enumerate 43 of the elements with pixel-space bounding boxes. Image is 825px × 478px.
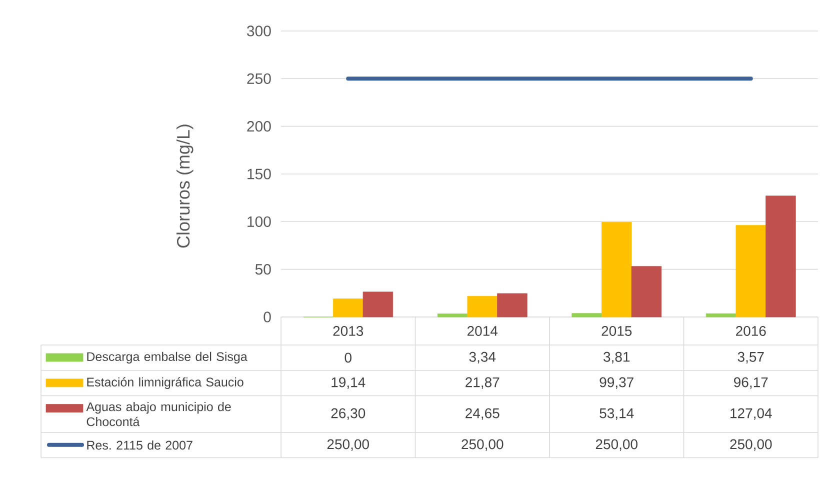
data-label: 3,57 (738, 352, 764, 364)
bar (631, 266, 662, 318)
legend-label: Aguas abajo municipio de Chocontá (86, 402, 231, 426)
bar (736, 225, 766, 318)
bar (497, 293, 528, 318)
data-label: 21,87 (466, 377, 500, 389)
bar (572, 313, 602, 318)
data-label: 3,81 (604, 352, 630, 364)
y-tick-label: 200 (247, 121, 271, 132)
x-tick-label: 2013 (333, 326, 364, 336)
y-tick-label: 300 (247, 26, 271, 36)
data-label: 26,30 (331, 408, 366, 420)
bar (706, 313, 736, 318)
data-label: 250,00 (596, 439, 638, 451)
data-label: 53,14 (600, 408, 634, 420)
y-tick-label: 0 (264, 312, 271, 322)
legend-label: Estación limnigráfica Saucio (87, 377, 244, 389)
legend-label: Res. 2115 de 2007 (87, 440, 192, 450)
y-tick-label: 50 (255, 264, 271, 275)
data-label: 127,04 (730, 408, 772, 420)
bar (437, 314, 468, 318)
y-tick-label: 250 (247, 73, 271, 84)
legend-label: Descarga embalse del Sisga (87, 352, 248, 364)
bar (467, 296, 498, 318)
y-tick-label: 100 (248, 216, 271, 227)
y-tick-label: 150 (248, 168, 271, 180)
x-tick-label: 2015 (602, 326, 632, 336)
bar (333, 298, 364, 318)
bar (766, 196, 796, 318)
data-label: 99,37 (600, 377, 634, 389)
data-label: 19,14 (332, 377, 366, 389)
data-label: 3,34 (469, 352, 496, 364)
data-label: 24,65 (466, 408, 500, 420)
data-label: 250,00 (327, 439, 369, 451)
bar (602, 222, 632, 318)
data-label: 250,00 (462, 439, 504, 451)
x-tick-label: 2014 (468, 326, 498, 336)
x-tick-label: 2016 (736, 326, 766, 336)
data-label: 0 (344, 352, 352, 363)
data-label: 96,17 (734, 377, 768, 389)
y-axis-title: Cloruros (mg/L) (176, 124, 194, 248)
data-label: 250,00 (730, 439, 772, 451)
bar (362, 292, 394, 318)
